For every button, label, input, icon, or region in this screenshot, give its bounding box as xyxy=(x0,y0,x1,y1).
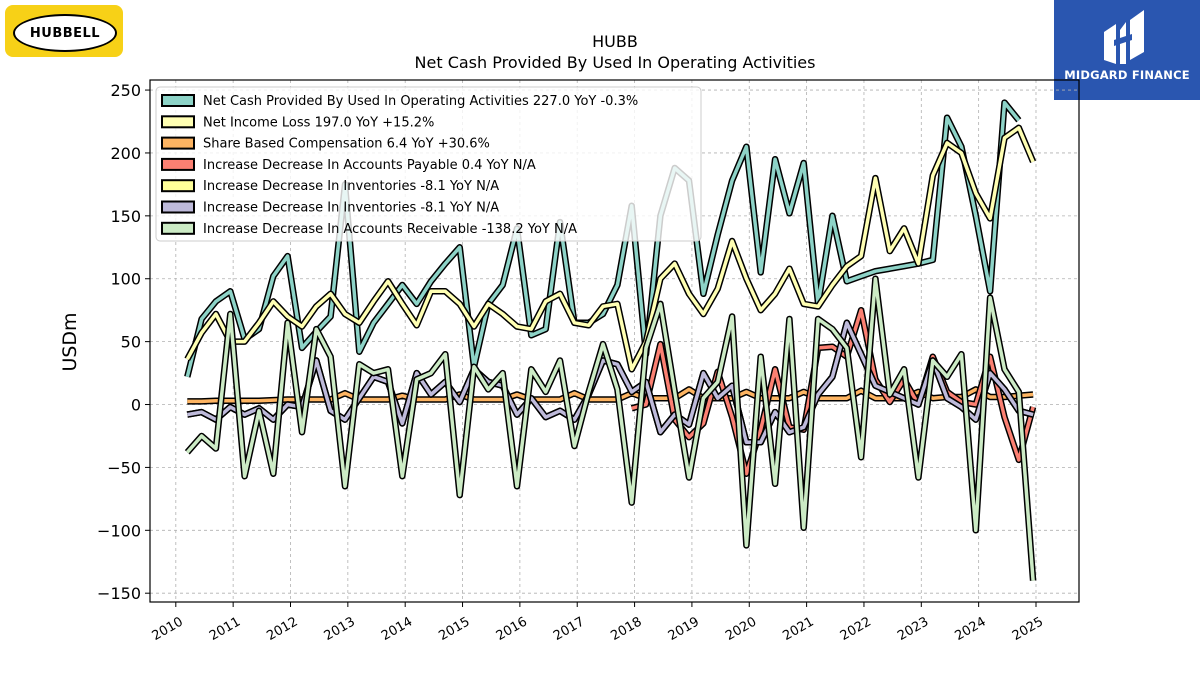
legend-swatch-0 xyxy=(161,94,195,107)
chart-subtitle: Net Cash Provided By Used In Operating A… xyxy=(415,53,816,72)
x-tick-label: 2010 xyxy=(150,614,186,644)
x-tick-label: 2024 xyxy=(952,614,988,644)
x-tick-label: 2019 xyxy=(666,614,702,644)
legend-swatch-3 xyxy=(161,157,195,171)
x-tick-label: 2021 xyxy=(780,614,816,644)
x-tick-label: 2014 xyxy=(379,614,415,644)
x-tick-label: 2015 xyxy=(436,614,472,644)
series-line-0 xyxy=(185,100,1021,378)
legend-label-4: Increase Decrease In Inventories -8.1 Yo… xyxy=(203,179,499,194)
legend-swatch-4 xyxy=(161,179,195,193)
x-tick-label: 2020 xyxy=(723,614,759,644)
hubbell-logo: HUBBELL xyxy=(5,5,123,57)
series-outline-6 xyxy=(184,275,1037,581)
x-tick-label: 2013 xyxy=(322,614,358,644)
legend-label-5: Increase Decrease In Inventories -8.1 Yo… xyxy=(203,201,499,216)
legend-swatch-6 xyxy=(161,221,195,235)
legend-label-0: Net Cash Provided By Used In Operating A… xyxy=(203,94,638,109)
legend: Net Cash Provided By Used In Operating A… xyxy=(155,86,702,242)
series-lines xyxy=(184,99,1037,581)
x-tick-label: 2011 xyxy=(207,614,243,644)
plot-frame xyxy=(149,79,1080,603)
legend-label-2: Share Based Compensation 6.4 YoY +30.6% xyxy=(203,137,490,152)
midgard-finance-logo: MIDGARD FINANCE xyxy=(1054,0,1200,100)
legend-label-6: Increase Decrease In Accounts Receivable… xyxy=(203,222,577,237)
y-tick-label: 250 xyxy=(110,81,141,100)
y-tick-label: −100 xyxy=(97,521,141,540)
hubbell-logo-wordmark: HUBBELL xyxy=(13,14,117,52)
y-tick-label: −50 xyxy=(107,458,141,477)
x-tick-label: 2023 xyxy=(895,614,931,644)
series-line-1 xyxy=(185,126,1035,372)
legend-label-3: Increase Decrease In Accounts Payable 0.… xyxy=(203,158,536,173)
y-tick-label: 50 xyxy=(121,333,141,352)
y-tick-label: 150 xyxy=(110,207,141,226)
y-axis-label: USDm xyxy=(59,312,81,371)
legend-swatch-1 xyxy=(161,115,195,129)
y-tick-label: 200 xyxy=(110,144,141,163)
x-tick-label: 2016 xyxy=(494,614,530,644)
x-tick-label: 2025 xyxy=(1010,614,1046,644)
x-tick-label: 2018 xyxy=(608,614,644,644)
legend-label-1: Net Income Loss 197.0 YoY +15.2% xyxy=(203,115,434,130)
midgard-logo-text: MIDGARD FINANCE xyxy=(1064,68,1190,82)
x-tick-label: 2022 xyxy=(838,614,874,644)
x-tick-label: 2012 xyxy=(264,614,300,644)
y-tick-label: 100 xyxy=(110,270,141,289)
y-tick-label: −150 xyxy=(97,584,141,603)
legend-swatch-2 xyxy=(161,136,195,150)
chart-title: HUBB xyxy=(592,32,638,51)
midgard-logo-mark-icon xyxy=(1104,10,1144,64)
x-tick-label: 2017 xyxy=(551,614,587,644)
legend-box xyxy=(155,86,702,242)
series-line-6 xyxy=(185,276,1035,581)
y-tick-label: 0 xyxy=(131,396,141,415)
legend-swatch-5 xyxy=(161,200,195,214)
